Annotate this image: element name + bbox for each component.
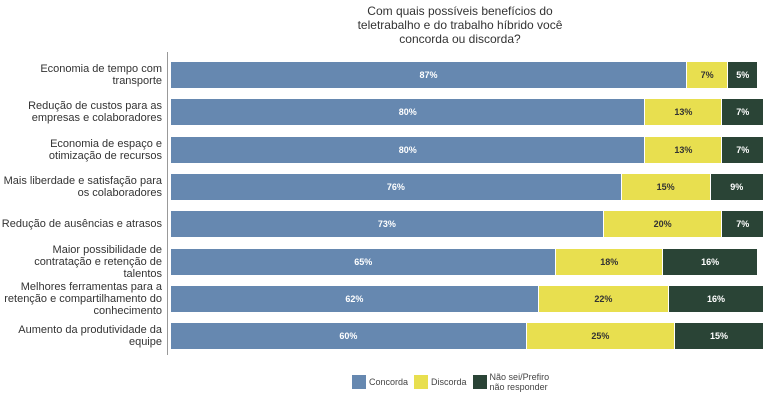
bar-discorda: 13%: [645, 136, 722, 163]
bar-discorda: 18%: [556, 248, 663, 275]
legend-label: Discorda: [431, 377, 467, 387]
bar-discorda: 13%: [645, 99, 722, 126]
chart-title: Com quais possíveis benefícios do teletr…: [357, 4, 563, 46]
bar-concorda: 87%: [171, 62, 686, 88]
legend-item: Não sei/Prefiro não responder: [472, 372, 552, 392]
y-axis-line: [167, 52, 168, 355]
legend-swatch: [472, 375, 487, 389]
bar-nao-sei: 15%: [675, 323, 763, 350]
bar-nao-sei: 16%: [663, 248, 758, 275]
bar-discorda: 15%: [621, 173, 710, 200]
bar-nao-sei: 7%: [722, 211, 763, 238]
bar-concorda: 65%: [171, 248, 556, 275]
category-label: Mais liberdade e satisfação para os cola…: [3, 174, 162, 199]
category-label: Maior possibilidade de contratação e ret…: [34, 243, 162, 280]
category-label: Economia de espaço e otimização de recur…: [48, 137, 162, 162]
category-label: Melhores ferramentas para a retenção e c…: [4, 280, 162, 317]
legend: Concorda Discorda Não sei/Prefiro não resp…: [352, 372, 558, 392]
bar-nao-sei: 7%: [722, 136, 763, 163]
category-label: Redução de custos para as empresas e col…: [28, 100, 162, 125]
legend-item: Discorda: [414, 375, 467, 389]
bar-discorda: 20%: [603, 211, 722, 238]
bar-nao-sei: 5%: [728, 62, 758, 88]
legend-swatch: [352, 375, 366, 389]
bar-nao-sei: 9%: [710, 173, 763, 200]
bar-discorda: 22%: [538, 285, 669, 312]
bar-concorda: 76%: [171, 173, 621, 200]
bar-nao-sei: 16%: [669, 285, 763, 312]
category-label: Economia de tempo com transporte: [40, 63, 162, 87]
bar-concorda: 80%: [171, 136, 645, 163]
bar-discorda: 25%: [526, 323, 675, 350]
legend-label: Concorda: [369, 377, 409, 387]
legend-item: Concorda: [352, 375, 408, 389]
bar-concorda: 60%: [171, 323, 526, 350]
category-label: Redução de ausências e atrasos: [1, 218, 162, 231]
legend-label: Não sei/Prefiro não responder: [489, 372, 550, 392]
category-label: Aumento da produtividade da equipe: [18, 324, 162, 349]
bar-nao-sei: 7%: [722, 99, 763, 126]
bar-concorda: 62%: [171, 285, 538, 312]
legend-swatch: [414, 375, 429, 389]
bar-discorda: 7%: [686, 62, 728, 88]
bar-concorda: 73%: [171, 211, 603, 238]
bar-concorda: 80%: [171, 99, 645, 126]
